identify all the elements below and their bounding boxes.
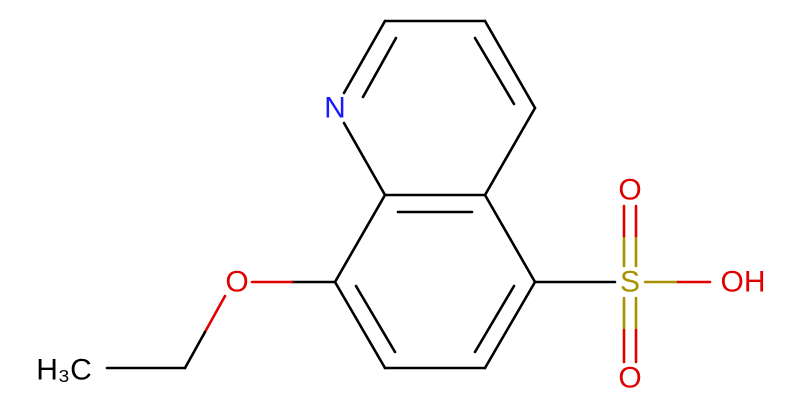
bond: [483, 19, 537, 110]
atom-label: O: [225, 266, 248, 299]
atom-label: S: [620, 266, 640, 299]
bond: [333, 280, 387, 370]
atom-label: O: [618, 362, 641, 395]
bond: [342, 121, 387, 197]
bond: [473, 36, 516, 106]
atom-label: OH: [721, 266, 766, 299]
bond: [354, 284, 397, 354]
bond: [483, 106, 537, 197]
bond: [333, 193, 387, 284]
bond: [183, 330, 207, 370]
atoms: N O H₃C S O O OH: [36, 92, 765, 395]
bond: [483, 193, 537, 284]
bond: [473, 284, 516, 354]
atom-label: N: [324, 92, 346, 125]
bond: [342, 19, 387, 95]
bond: [203, 294, 227, 334]
bond: [483, 280, 537, 370]
bonds: [105, 19, 712, 370]
atom-label: H₃C: [36, 354, 92, 387]
bond: [361, 36, 398, 99]
atom-label: O: [618, 174, 641, 207]
